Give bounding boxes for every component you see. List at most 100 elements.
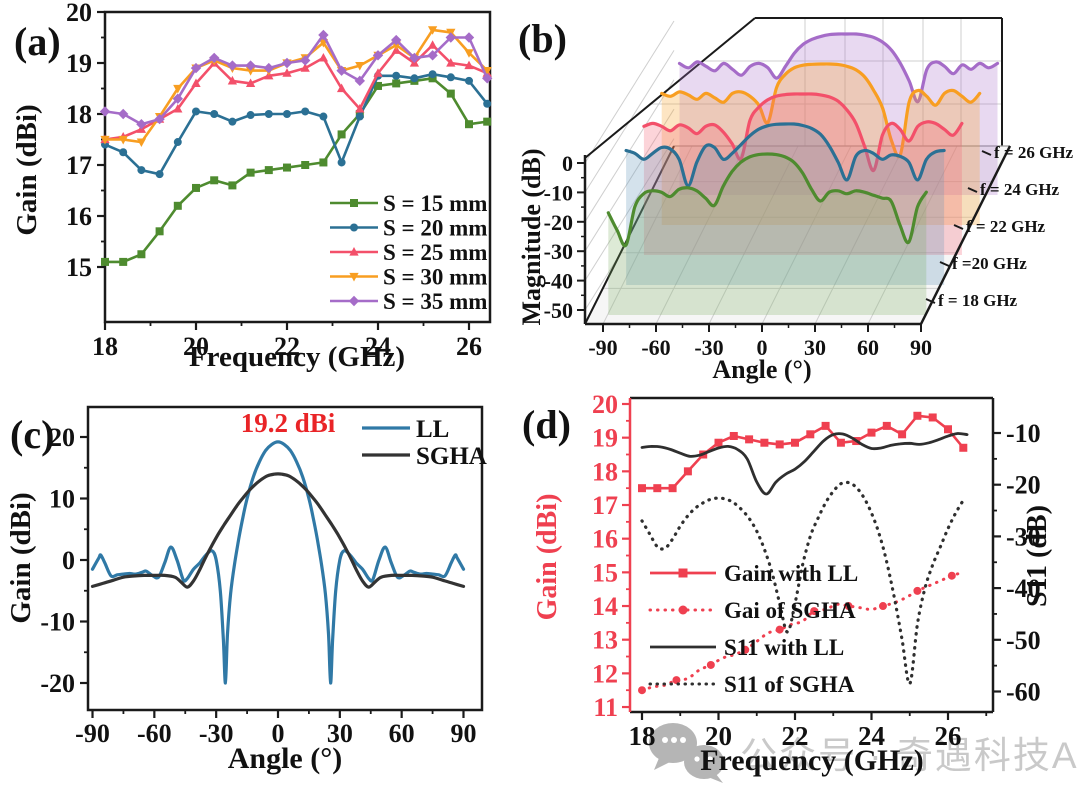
gain-tick-label-d: 20 <box>592 390 618 419</box>
legend-item-a: S = 20 mm <box>330 216 487 241</box>
gain-tick-label-d: 14 <box>592 592 618 621</box>
angle-tick-label-b: -90 <box>588 335 617 360</box>
y-tick-label-c: 20 <box>49 423 75 452</box>
x-tick-label-d: 22 <box>782 721 809 751</box>
mag-tick-label-b: -40 <box>544 269 573 294</box>
gain-tick-label-d: 15 <box>592 558 618 587</box>
y-tick-label-a: 20 <box>66 0 92 27</box>
gain-tick-label-d: 18 <box>592 457 618 486</box>
angle-tick-label-b: 60 <box>857 335 879 360</box>
freq-depth-label-b: f = 22 GHz <box>966 217 1046 236</box>
y-tick-label-a: 18 <box>66 100 92 129</box>
gain-tick-label-d: 19 <box>592 424 618 453</box>
gain-tick-label-d: 17 <box>592 491 618 520</box>
legend-a: S = 15 mmS = 20 mmS = 25 mmS = 30 mmS = … <box>330 191 487 314</box>
mag-tick-label-b: -30 <box>544 239 573 264</box>
floor-b <box>585 145 1011 325</box>
series-gain-of-sgha <box>638 570 965 695</box>
series-s11-with-ll <box>640 432 969 496</box>
panel-d: 18 20 22 24 26 11 12 13 14 15 16 17 18 19 20 -10 -20 -30 -… <box>532 390 1053 777</box>
legend-label-a: S = 30 mm <box>383 265 487 290</box>
legend-label-c: SGHA <box>416 443 487 470</box>
legend-label-d: Gai of SGHA <box>724 598 856 623</box>
x-tick-label-c: -30 <box>199 719 234 748</box>
mag-tick-label-b: -20 <box>544 210 573 235</box>
panel-label-c: (c) <box>10 412 54 457</box>
y-axis-label-left-d: Gain (dBi) <box>532 494 563 621</box>
panel-label-b: (b) <box>518 16 567 61</box>
s11-tick-label-d: -30 <box>1006 522 1041 551</box>
x-tick-label-c: -90 <box>75 719 110 748</box>
panel-b: 0 -10 -20 -30 -40 -50 -90 -60 -30 0 30 60 90 f = 18 G… <box>517 17 1074 384</box>
panel-c: -90 -60 -30 0 30 60 90 -20 -10 0 10 20 Angle (°) Gain… <box>5 405 487 775</box>
y-tick-label-c: -10 <box>40 608 75 637</box>
angle-tick-label-b: 0 <box>757 335 768 360</box>
angle-tick-label-b: 90 <box>910 335 932 360</box>
x-tick-label-d: 20 <box>705 721 732 751</box>
y-axis-label-a: Gain (dBi) <box>11 104 43 235</box>
legend-item-a: S = 15 mm <box>330 191 487 216</box>
x-tick-label-c: 0 <box>272 719 285 748</box>
series-a-2 <box>101 70 492 179</box>
gain-tick-label-d: 12 <box>592 659 618 688</box>
legend-item-c: SGHA <box>362 443 487 470</box>
angle-tick-label-b: -30 <box>694 335 723 360</box>
y-axis-label-b: Magnitude (dB) <box>517 149 546 326</box>
gain-tick-label-d: 11 <box>593 693 618 722</box>
y-tick-label-a: 16 <box>66 202 92 231</box>
legend-label-a: S = 20 mm <box>383 216 487 241</box>
x-tick-label-a: 22 <box>274 332 300 361</box>
x-tick-label-d: 18 <box>629 721 656 751</box>
legend-item-d: Gain with LL <box>650 561 858 586</box>
waterfall-trace-2 <box>624 122 946 286</box>
wechat-icon <box>649 723 724 783</box>
s11-tick-label-d: -20 <box>1006 471 1041 500</box>
legend-label-d: S11 with LL <box>724 635 844 660</box>
series-s11-of-sgha <box>640 480 965 686</box>
y-tick-label-a: 15 <box>66 253 92 282</box>
gain-tick-label-d: 16 <box>592 525 618 554</box>
waterfall-trace-4 <box>660 62 982 226</box>
peak-gain-annotation: 19.2 dBi <box>241 408 336 438</box>
x-axis-label-a: Frequency (GHz) <box>189 341 405 373</box>
x-tick-label-d: 24 <box>858 721 885 751</box>
x-tick-label-c: 90 <box>450 719 476 748</box>
legend-label-a: S = 35 mm <box>383 289 487 314</box>
x-axis-label-d: Frequency (GHz) <box>700 744 924 777</box>
x-axis-label-b: Angle (°) <box>712 355 811 384</box>
freq-depth-label-b: f = 24 GHz <box>980 180 1060 199</box>
axes-a: 18 20 22 24 26 15 16 17 18 19 20 <box>66 0 482 361</box>
panel-letters: (a) (b) (c) (d) <box>10 16 571 457</box>
legend-label-d: S11 of SGHA <box>724 672 855 697</box>
freq-depth-label-b: f =20 GHz <box>952 254 1027 273</box>
panel-label-d: (d) <box>522 402 571 447</box>
legend-item-a: S = 35 mm <box>330 289 487 314</box>
y-tick-label-c: 0 <box>62 546 75 575</box>
freq-depth-label-b: f = 18 GHz <box>938 291 1018 310</box>
mag-tick-label-b: 0 <box>562 151 573 176</box>
axes-b: 0 -10 -20 -30 -40 -50 -90 -60 -30 0 30 60 90 f = 18 G… <box>544 143 1074 360</box>
x-tick-label-a: 24 <box>365 332 391 361</box>
y-tick-label-a: 19 <box>66 49 92 78</box>
y-axis-label-right-d: S11 (dB) <box>1022 505 1053 607</box>
s11-tick-label-d: -60 <box>1006 678 1041 707</box>
watermark: 公众号 · 奇遇科技ADTE <box>646 720 1080 784</box>
series-a-5 <box>99 29 493 130</box>
y-tick-label-a: 17 <box>66 151 92 180</box>
y-axis-label-c: Gain (dBi) <box>5 492 37 623</box>
waterfall-trace-1 <box>606 152 928 315</box>
legend-d: Gain with LL Gai of SGHA S11 with LL S11 of… <box>648 561 858 697</box>
gain-tick-label-d: 13 <box>592 626 618 655</box>
legend-item-d: S11 with LL <box>650 635 844 660</box>
plot-frame-c <box>86 405 484 712</box>
s11-tick-label-d: -50 <box>1006 626 1041 655</box>
series-c-LL <box>90 440 466 685</box>
s11-tick-label-d: -10 <box>1006 419 1041 448</box>
legend-item-c: LL <box>362 416 449 443</box>
legend-label-a: S = 15 mm <box>383 191 487 216</box>
series-gain-with-ll <box>638 411 968 493</box>
y-tick-label-c: 10 <box>49 485 75 514</box>
